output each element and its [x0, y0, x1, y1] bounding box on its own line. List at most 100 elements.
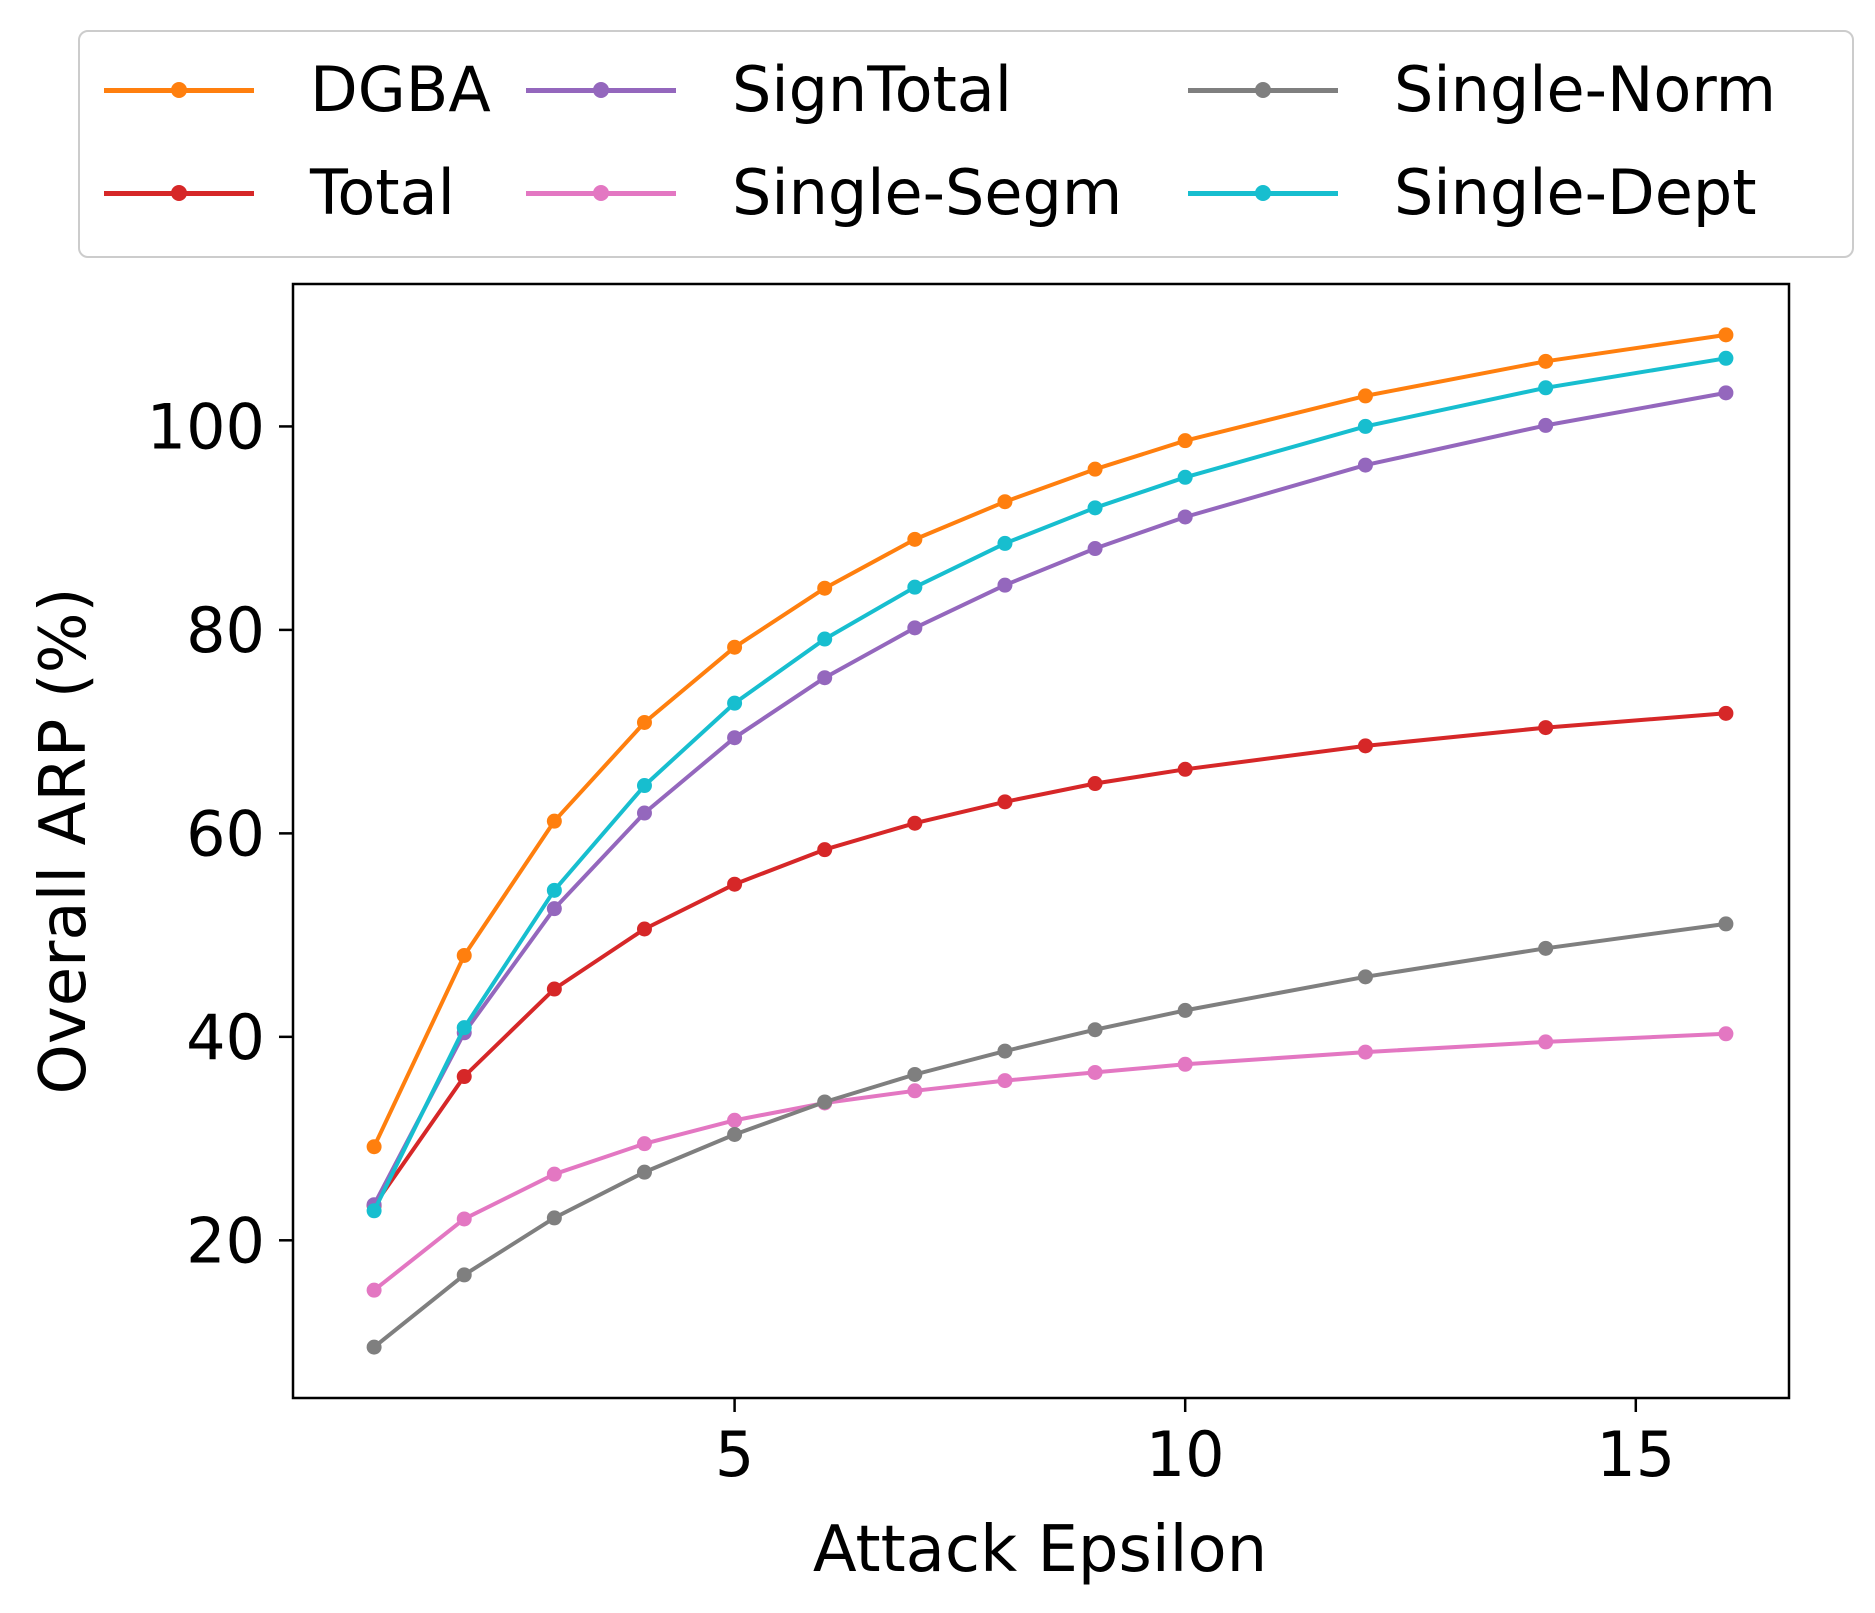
- x-axis: 5 10 15: [715, 1398, 1675, 1491]
- data-point-single-norm: [1718, 916, 1734, 932]
- data-point-single-dept: [727, 695, 743, 711]
- series-single-norm: [366, 916, 1734, 1355]
- data-point-signtotal: [907, 620, 923, 636]
- data-point-single-norm: [1538, 940, 1554, 956]
- data-point-single-dept: [997, 535, 1013, 551]
- data-point-single-norm: [817, 1094, 833, 1110]
- legend-label-single-norm: Single-Norm: [1394, 53, 1777, 126]
- data-point-single-segm: [546, 1166, 562, 1182]
- data-point-single-segm: [456, 1211, 472, 1227]
- series-line-single-segm: [372, 1031, 1728, 1293]
- data-point-single-dept: [366, 1203, 382, 1219]
- data-point-dgba: [1177, 433, 1193, 449]
- data-point-single-segm: [636, 1136, 652, 1152]
- data-point-total: [1177, 761, 1193, 777]
- y-tick-label: 40: [186, 1001, 265, 1074]
- data-point-signtotal: [636, 805, 652, 821]
- x-tick-label: 5: [715, 1418, 754, 1491]
- data-point-single-dept: [636, 778, 652, 794]
- legend-label-single-dept: Single-Dept: [1394, 156, 1757, 229]
- data-point-dgba: [456, 947, 472, 963]
- data-point-signtotal: [817, 670, 833, 686]
- data-point-dgba: [1718, 327, 1734, 343]
- data-point-total: [997, 794, 1013, 810]
- data-point-single-dept: [907, 579, 923, 595]
- series-line-total: [372, 711, 1728, 1208]
- data-point-dgba: [907, 531, 923, 547]
- data-point-dgba: [546, 813, 562, 829]
- data-point-single-norm: [907, 1066, 923, 1082]
- y-axis: 20 40 60 80 100: [147, 390, 293, 1277]
- legend-label-single-segm: Single-Segm: [732, 156, 1123, 229]
- data-point-dgba: [817, 580, 833, 596]
- data-point-total: [1718, 705, 1734, 721]
- data-point-signtotal: [997, 577, 1013, 593]
- data-point-single-segm: [1357, 1044, 1373, 1060]
- legend-marker-signtotal: [593, 82, 609, 98]
- y-tick-label: 80: [186, 594, 265, 667]
- legend-label-signtotal: SignTotal: [732, 53, 1013, 126]
- legend: DGBA Total SignTotal Single-Segm Single-…: [78, 30, 1854, 258]
- data-point-signtotal: [546, 901, 562, 917]
- x-tick-label: 15: [1596, 1418, 1675, 1491]
- data-point-signtotal: [1538, 417, 1554, 433]
- data-point-dgba: [1538, 353, 1554, 369]
- data-point-single-norm: [727, 1127, 743, 1143]
- data-point-single-segm: [1177, 1056, 1193, 1072]
- plot-frame: [291, 282, 1791, 1400]
- data-point-total: [1538, 720, 1554, 736]
- data-point-single-segm: [1087, 1064, 1103, 1080]
- y-tick-label: 20: [186, 1204, 265, 1277]
- data-point-signtotal: [1357, 457, 1373, 473]
- data-point-signtotal: [1718, 385, 1734, 401]
- series-single-segm: [366, 1026, 1734, 1298]
- data-point-total: [636, 921, 652, 937]
- data-point-total: [907, 815, 923, 831]
- series-line-dgba: [372, 332, 1728, 1149]
- data-point-single-norm: [997, 1043, 1013, 1059]
- data-point-single-segm: [1718, 1026, 1734, 1042]
- data-point-single-dept: [546, 882, 562, 898]
- data-point-single-dept: [1357, 418, 1373, 434]
- data-point-total: [1087, 776, 1103, 792]
- data-point-single-norm: [1087, 1022, 1103, 1038]
- legend-marker-single-segm: [593, 185, 609, 201]
- legend-label-dgba: DGBA: [310, 53, 491, 126]
- data-point-total: [727, 876, 743, 892]
- data-point-single-segm: [1538, 1034, 1554, 1050]
- data-point-total: [1357, 738, 1373, 754]
- series-dgba: [366, 327, 1734, 1155]
- y-axis-label: Overall ARP (%): [27, 588, 101, 1095]
- data-point-dgba: [366, 1139, 382, 1155]
- data-point-single-segm: [997, 1073, 1013, 1089]
- x-tick-label: 10: [1146, 1418, 1225, 1491]
- data-point-single-segm: [727, 1112, 743, 1128]
- legend-marker-dgba: [171, 82, 187, 98]
- legend-marker-single-norm: [1255, 82, 1271, 98]
- y-tick-label: 100: [147, 390, 265, 463]
- data-point-single-segm: [907, 1083, 923, 1099]
- data-point-single-segm: [366, 1282, 382, 1298]
- data-point-single-norm: [366, 1339, 382, 1355]
- data-point-single-dept: [456, 1020, 472, 1036]
- series-signtotal: [366, 385, 1734, 1213]
- data-point-total: [817, 842, 833, 858]
- data-point-single-norm: [1357, 969, 1373, 985]
- data-point-single-norm: [456, 1267, 472, 1283]
- data-point-total: [546, 981, 562, 997]
- series-line-single-norm: [372, 921, 1728, 1350]
- data-point-total: [456, 1069, 472, 1085]
- legend-marker-total: [171, 185, 187, 201]
- data-point-single-dept: [1087, 500, 1103, 516]
- data-point-single-dept: [1177, 469, 1193, 485]
- data-point-dgba: [727, 639, 743, 655]
- data-point-single-norm: [636, 1164, 652, 1180]
- data-point-single-dept: [1718, 350, 1734, 366]
- data-point-signtotal: [727, 730, 743, 746]
- data-point-single-dept: [1538, 380, 1554, 396]
- data-point-dgba: [997, 494, 1013, 510]
- legend-marker-single-dept: [1255, 185, 1271, 201]
- data-point-dgba: [1357, 388, 1373, 404]
- data-point-single-norm: [1177, 1002, 1193, 1018]
